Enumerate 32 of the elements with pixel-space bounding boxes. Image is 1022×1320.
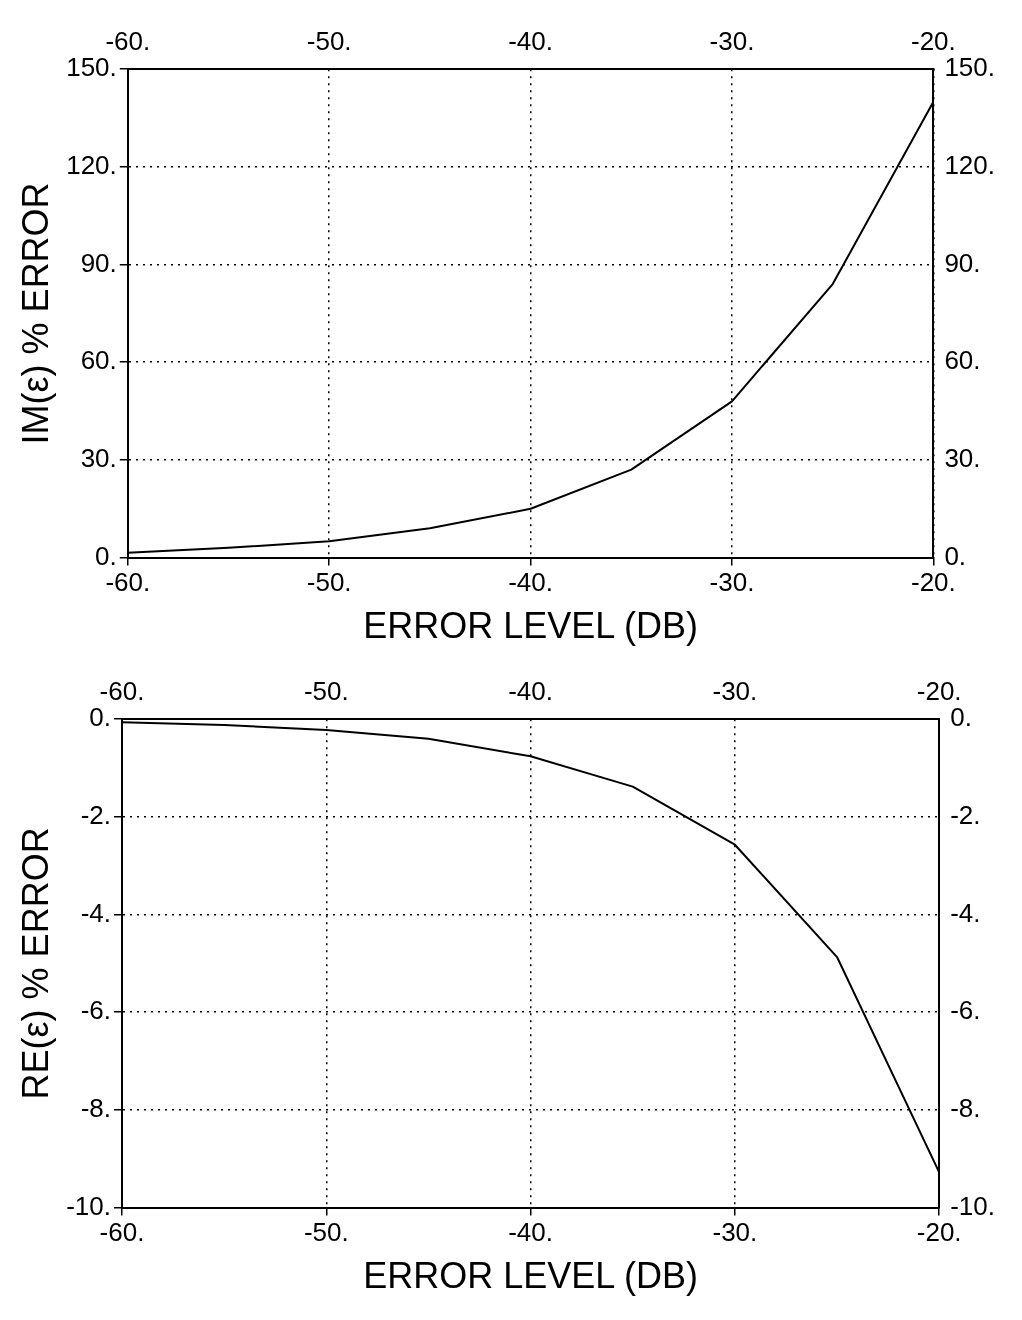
y-tick-label: 60. bbox=[80, 345, 117, 376]
x-tick-label: -30. bbox=[709, 567, 755, 598]
y2-tick-label: 60. bbox=[944, 345, 981, 376]
x2-tick-label: -30. bbox=[709, 25, 755, 56]
y2-tick-label: 120. bbox=[944, 150, 996, 181]
x-tick-label: -40. bbox=[508, 1217, 554, 1248]
y2-tick-label: -4. bbox=[950, 897, 981, 928]
x-tick-label: -50. bbox=[306, 567, 352, 598]
x-axis-title: ERROR LEVEL (DB) bbox=[363, 605, 698, 647]
y2-tick-label: -6. bbox=[950, 995, 981, 1026]
y2-tick-label: 90. bbox=[944, 247, 981, 278]
x-axis-title: ERROR LEVEL (DB) bbox=[363, 1255, 698, 1297]
y2-tick-label: -8. bbox=[950, 1093, 981, 1124]
y2-tick-label: -2. bbox=[950, 800, 981, 831]
y-axis-title: RE(ε) % ERROR bbox=[14, 827, 56, 1100]
x-tick-label: -50. bbox=[303, 1217, 349, 1248]
x-tick-label: -40. bbox=[508, 567, 554, 598]
y-tick-label: -2. bbox=[80, 800, 111, 831]
x2-tick-label: -40. bbox=[508, 25, 554, 56]
y-tick-label: 90. bbox=[80, 247, 117, 278]
y-tick-label: 120. bbox=[66, 150, 117, 181]
y-axis-title: IM(ε) % ERROR bbox=[14, 182, 56, 445]
x-tick-label: -30. bbox=[712, 1217, 758, 1248]
x2-tick-label: -50. bbox=[303, 675, 349, 706]
y-tick-label: -8. bbox=[80, 1093, 111, 1124]
y-tick-label: -6. bbox=[80, 995, 111, 1026]
x2-tick-label: -30. bbox=[712, 675, 758, 706]
y-tick-label: -4. bbox=[80, 897, 111, 928]
x2-tick-label: -40. bbox=[508, 675, 554, 706]
y-tick-label: 30. bbox=[80, 443, 117, 474]
x2-tick-label: -50. bbox=[306, 25, 352, 56]
y2-tick-label: 30. bbox=[944, 443, 981, 474]
